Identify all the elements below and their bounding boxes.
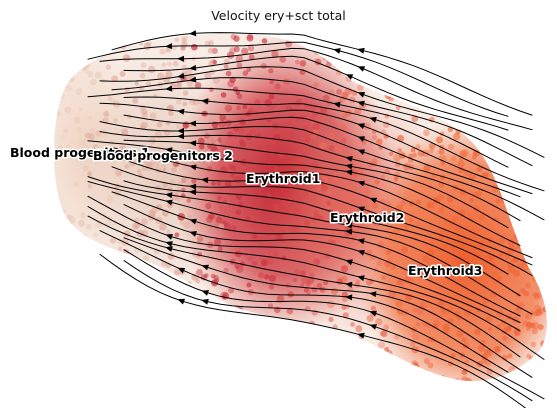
streamline (99, 230, 509, 373)
streamline-arrowhead (357, 206, 365, 213)
streamline (111, 147, 533, 259)
streamline (87, 140, 521, 246)
streamline-arrowhead (345, 259, 353, 266)
streamline-arrowhead (201, 290, 209, 296)
streamline-arrowhead (189, 140, 197, 147)
streamline-arrowhead (357, 123, 365, 129)
streamline-arrowhead (189, 189, 197, 196)
streamline-arrowhead (165, 246, 173, 252)
streamline-arrowhead (333, 101, 341, 108)
streamline (123, 159, 533, 266)
streamline-arrowhead (357, 238, 365, 245)
streamline (111, 166, 533, 276)
streamline-arrowhead (165, 147, 173, 154)
cluster-label-blood-progenitors-2: Blood progenitors 2 (93, 148, 233, 163)
streamline (123, 237, 533, 378)
streamline-arrowhead (357, 66, 366, 72)
streamline (99, 47, 533, 131)
streamline-arrowhead (369, 324, 377, 330)
streamline-arrowhead (345, 281, 353, 288)
streamline-arrowhead (165, 241, 173, 247)
streamline-arrowhead (345, 156, 353, 162)
streamline (87, 176, 521, 297)
streamline (87, 41, 509, 117)
streamline-arrowhead (201, 264, 209, 271)
streamline-arrowhead (189, 164, 197, 171)
streamline-arrowhead (189, 120, 197, 127)
streamline-arrowhead (201, 98, 209, 105)
streamline-arrowhead (357, 100, 365, 107)
streamline (99, 121, 545, 221)
streamline-arrowhead (165, 234, 173, 240)
cluster-label-erythroid1: Erythroid1 (246, 171, 320, 186)
streamline-arrowhead (345, 74, 354, 80)
streamline (123, 55, 509, 131)
streamline-arrowhead (165, 43, 173, 50)
streamline-arrowhead (189, 231, 197, 237)
streamline-arrowhead (165, 85, 173, 92)
streamline (111, 191, 521, 317)
streamline (123, 260, 533, 402)
streamline-arrowheads (165, 30, 378, 339)
streamline-arrowhead (357, 332, 365, 339)
streamline-arrowhead (357, 47, 365, 54)
streamline-arrowhead (357, 149, 365, 155)
plot-title: Velocity ery+sct total (211, 8, 346, 23)
streamline (87, 181, 533, 315)
streamline-arrowhead (357, 275, 365, 282)
streamline-arrowhead (177, 133, 185, 140)
streamline (99, 253, 527, 408)
streamline-arrowhead (177, 55, 184, 62)
streamline-arrowhead (345, 294, 353, 301)
streamline-arrowhead (357, 92, 366, 98)
streamline (123, 180, 509, 275)
streamline-arrowhead (201, 298, 209, 305)
streamline-arrowhead (369, 116, 377, 123)
streamline (123, 249, 545, 400)
streamline (123, 139, 509, 229)
streamline-arrowhead (189, 76, 197, 83)
cluster-label-blood-progenitors-1: Blood progenitors 1 (10, 145, 150, 160)
streamline-arrowhead (165, 199, 173, 206)
streamline-arrowhead (189, 218, 197, 225)
streamline (87, 215, 521, 358)
streamline-arrowhead (189, 30, 197, 37)
streamline-arrowhead (177, 72, 185, 79)
streamline-arrowhead (345, 228, 353, 235)
streamline-arrowhead (345, 214, 353, 221)
streamline-arrowhead (189, 64, 197, 71)
streamline (87, 206, 545, 360)
streamline-arrowhead (201, 177, 209, 184)
streamline-arrowhead (369, 291, 377, 298)
streamline-arrowhead (357, 136, 366, 142)
streamline-arrowhead (345, 169, 353, 176)
streamline-arrowhead (177, 298, 185, 305)
streamline-arrowhead (369, 310, 377, 317)
streamline-arrowhead (357, 180, 365, 187)
streamline-arrowhead (345, 222, 353, 229)
streamline (123, 96, 545, 192)
streamline (111, 77, 533, 167)
streamline (111, 32, 533, 116)
streamline-arrowhead (177, 108, 185, 115)
streamline (87, 87, 509, 168)
streamline (99, 102, 533, 195)
streamline-arrowhead (177, 127, 184, 134)
streamline-arrowhead (177, 267, 186, 274)
streamline (87, 195, 521, 332)
streamline (99, 131, 521, 222)
streamline-arrowhead (189, 183, 197, 190)
streamline-arrowhead (345, 163, 353, 170)
streamline-arrowhead (165, 192, 173, 199)
streamline-arrowhead (333, 48, 341, 54)
cluster-label-erythroid2: Erythroid2 (330, 210, 404, 225)
streamline (99, 66, 545, 158)
streamline-arrowhead (357, 249, 365, 256)
streamline-arrowhead (369, 197, 378, 204)
cluster-label-erythroid3: Erythroid3 (408, 263, 482, 278)
